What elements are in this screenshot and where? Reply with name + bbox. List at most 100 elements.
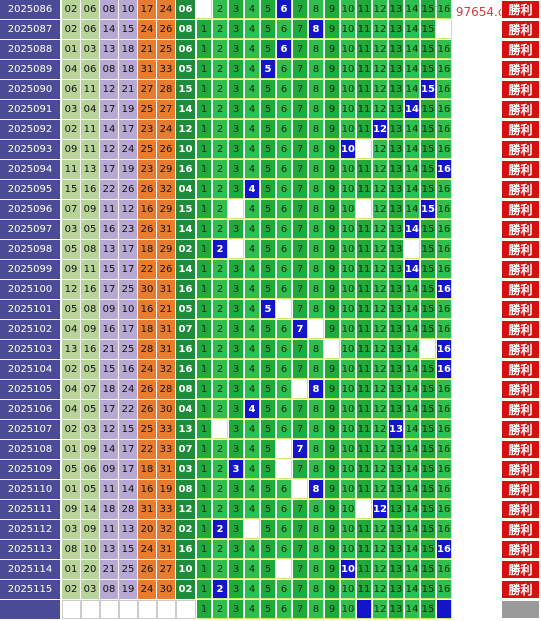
trend-hit-cell: 16 xyxy=(437,160,452,179)
trend-cell: 4 xyxy=(245,160,260,179)
trend-cell: 16 xyxy=(437,240,452,259)
red-ball-number: 03 xyxy=(62,520,81,539)
trend-cell: 7 xyxy=(293,140,308,159)
forecast-cell[interactable]: 6 xyxy=(277,600,292,619)
trend-cell: 6 xyxy=(277,200,292,219)
red-ball-number: 07 xyxy=(81,380,100,399)
trend-empty-cell xyxy=(437,20,452,39)
trend-cell: 9 xyxy=(325,460,340,479)
forecast-red-input[interactable] xyxy=(119,600,138,619)
trend-cell: 4 xyxy=(245,560,260,579)
trend-cell: 14 xyxy=(405,560,420,579)
forecast-cell[interactable]: 2 xyxy=(213,600,228,619)
forecast-cell[interactable]: 10 xyxy=(341,600,356,619)
win-button[interactable]: 勝利 xyxy=(501,560,540,579)
win-button[interactable]: 勝利 xyxy=(501,480,540,499)
trend-cell: 3 xyxy=(229,260,244,279)
table-row: 2025105 04 07 18 24 26 28 08 1 2 3 4 5 6 8 9 10 11 12 13 14 1… xyxy=(0,380,541,400)
forecast-selected-cell[interactable] xyxy=(437,600,452,619)
forecast-red-input[interactable] xyxy=(138,600,157,619)
win-button[interactable]: 勝利 xyxy=(501,20,540,39)
red-ball-number: 31 xyxy=(138,60,157,79)
forecast-button[interactable] xyxy=(501,600,540,619)
win-button[interactable]: 勝利 xyxy=(501,300,540,319)
blue-ball-number: 14 xyxy=(176,100,196,119)
forecast-cell[interactable]: 7 xyxy=(293,600,308,619)
trend-cell: 7 xyxy=(293,540,308,559)
trend-cell: 9 xyxy=(325,580,340,599)
win-button[interactable]: 勝利 xyxy=(501,520,540,539)
win-button[interactable]: 勝利 xyxy=(501,540,540,559)
trend-cell: 3 xyxy=(229,320,244,339)
red-ball-number: 25 xyxy=(138,100,157,119)
red-ball-number: 14 xyxy=(81,500,100,519)
table-row: 2025088 01 03 13 18 21 25 06 1 2 3 4 5 6 7 8 9 10 11 12 13 14… xyxy=(0,40,541,60)
forecast-cell[interactable]: 14 xyxy=(405,600,420,619)
win-button[interactable]: 勝利 xyxy=(501,140,540,159)
win-button[interactable]: 勝利 xyxy=(501,500,540,519)
red-ball-number: 22 xyxy=(119,400,138,419)
win-button[interactable]: 勝利 xyxy=(501,40,540,59)
forecast-cell[interactable]: 8 xyxy=(309,600,324,619)
forecast-cell[interactable]: 3 xyxy=(229,600,244,619)
win-button[interactable]: 勝利 xyxy=(501,100,540,119)
forecast-red-input[interactable] xyxy=(157,600,176,619)
trend-empty-cell xyxy=(309,320,324,339)
red-ball-number: 29 xyxy=(157,240,176,259)
forecast-red-input[interactable] xyxy=(62,600,81,619)
forecast-red-input[interactable] xyxy=(81,600,100,619)
trend-cell: 15 xyxy=(421,60,436,79)
trend-cell: 3 xyxy=(229,500,244,519)
issue-number: 2025090 xyxy=(0,80,61,99)
win-button[interactable]: 勝利 xyxy=(501,320,540,339)
trend-cell: 14 xyxy=(405,420,420,439)
trend-cell: 3 xyxy=(229,220,244,239)
forecast-cell[interactable]: 4 xyxy=(245,600,260,619)
red-ball-number: 16 xyxy=(100,220,119,239)
win-button[interactable]: 勝利 xyxy=(501,120,540,139)
trend-cell: 13 xyxy=(389,380,404,399)
win-button[interactable]: 勝利 xyxy=(501,400,540,419)
win-button[interactable]: 勝利 xyxy=(501,180,540,199)
win-button[interactable]: 勝利 xyxy=(501,440,540,459)
win-button[interactable]: 勝利 xyxy=(501,160,540,179)
win-button[interactable]: 勝利 xyxy=(501,200,540,219)
trend-cell: 6 xyxy=(277,420,292,439)
trend-cell: 14 xyxy=(405,160,420,179)
red-ball-number: 21 xyxy=(100,340,119,359)
win-button[interactable]: 勝利 xyxy=(501,280,540,299)
win-button[interactable]: 勝利 xyxy=(501,220,540,239)
forecast-cell[interactable]: 12 xyxy=(373,600,388,619)
trend-cell: 8 xyxy=(309,300,324,319)
win-button[interactable]: 勝利 xyxy=(501,360,540,379)
trend-cell: 14 xyxy=(405,280,420,299)
win-button[interactable]: 勝利 xyxy=(501,420,540,439)
issue-number: 2025096 xyxy=(0,200,61,219)
win-button[interactable]: 勝利 xyxy=(501,240,540,259)
red-ball-number: 05 xyxy=(81,360,100,379)
forecast-blue-input[interactable] xyxy=(176,600,196,619)
forecast-cell[interactable]: 5 xyxy=(261,600,276,619)
forecast-red-input[interactable] xyxy=(100,600,119,619)
forecast-cell[interactable]: 13 xyxy=(389,600,404,619)
red-ball-number: 26 xyxy=(138,400,157,419)
trend-cell: 14 xyxy=(405,120,420,139)
win-button[interactable]: 勝利 xyxy=(501,340,540,359)
win-button[interactable]: 勝利 xyxy=(501,260,540,279)
win-button[interactable]: 勝利 xyxy=(501,60,540,79)
win-button[interactable]: 勝利 xyxy=(501,460,540,479)
red-ball-number: 30 xyxy=(157,580,176,599)
forecast-cell[interactable]: 1 xyxy=(197,600,212,619)
win-button[interactable]: 勝利 xyxy=(501,0,540,19)
win-button[interactable]: 勝利 xyxy=(501,80,540,99)
forecast-selected-cell[interactable] xyxy=(357,600,372,619)
win-button[interactable]: 勝利 xyxy=(501,380,540,399)
forecast-cell[interactable]: 9 xyxy=(325,600,340,619)
trend-cell: 1 xyxy=(197,420,212,439)
trend-hit-cell: 4 xyxy=(245,180,260,199)
red-ball-number: 08 xyxy=(100,60,119,79)
trend-cell: 7 xyxy=(293,20,308,39)
trend-cell: 13 xyxy=(389,260,404,279)
win-button[interactable]: 勝利 xyxy=(501,580,540,599)
forecast-cell[interactable]: 15 xyxy=(421,600,436,619)
